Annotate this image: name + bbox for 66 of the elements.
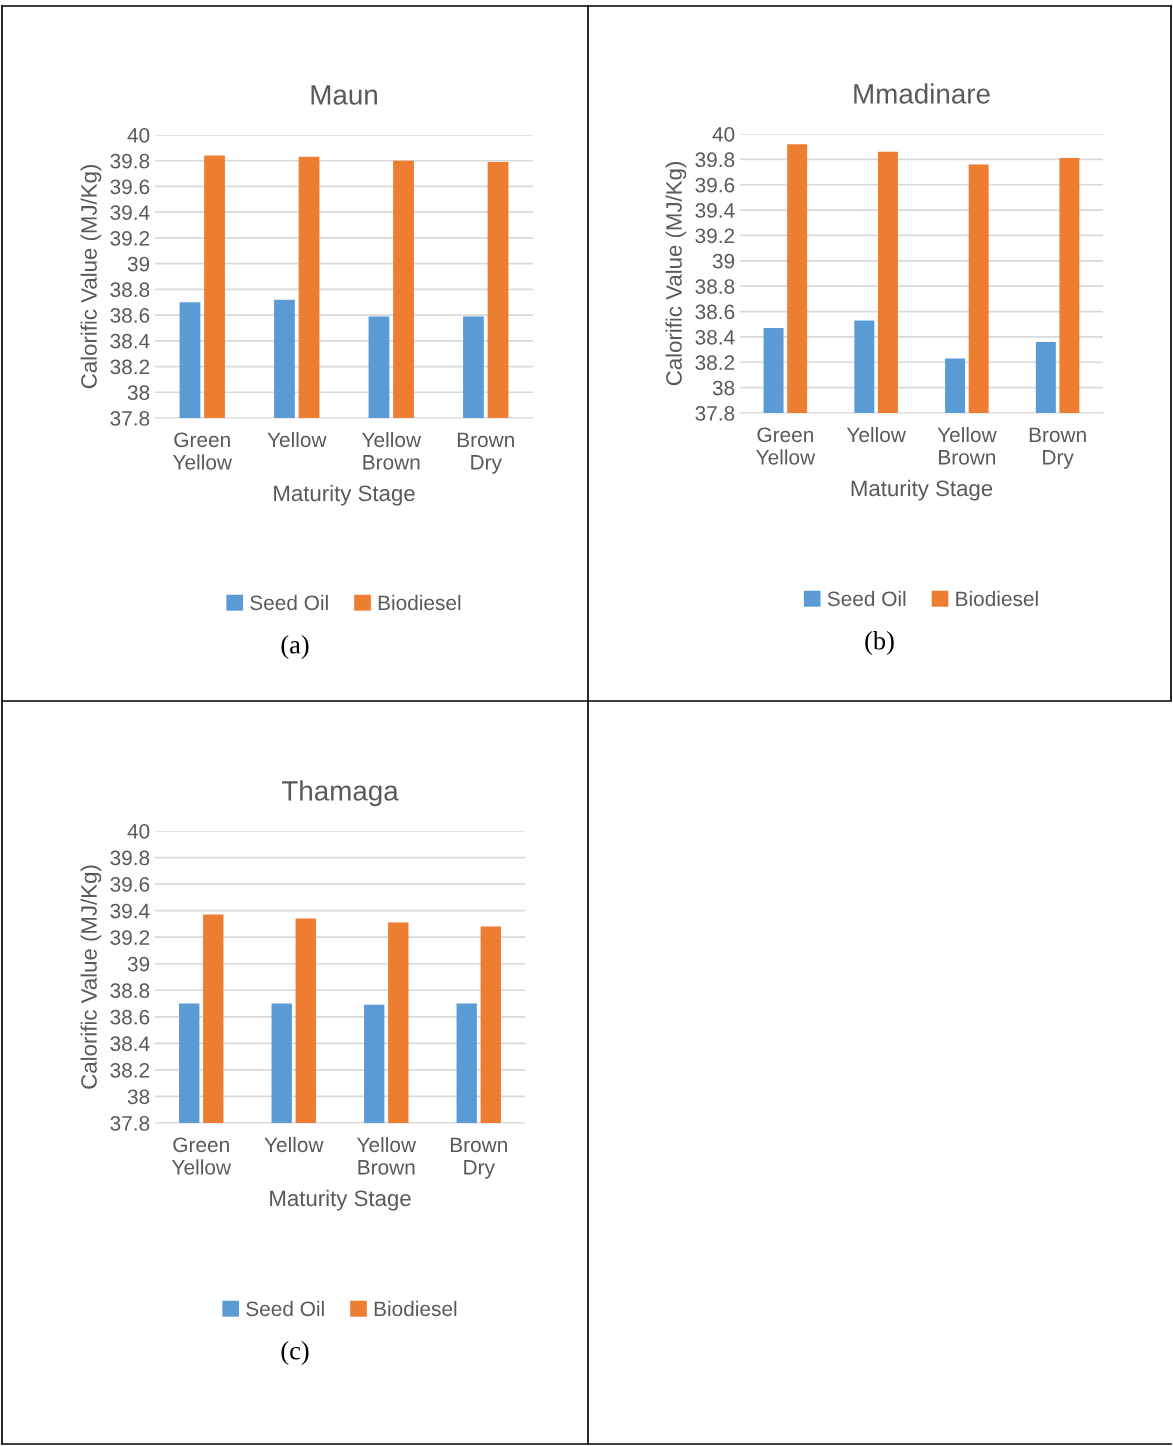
y-tick-label: 37.8 xyxy=(110,1116,150,1131)
x-tick-label: Yellow Brown xyxy=(937,426,997,465)
x-tick-label: Yellow xyxy=(264,1136,324,1153)
y-tick-label: 37.8 xyxy=(695,406,735,421)
chart-title: Maun xyxy=(311,85,377,105)
y-tick-label: 39.6 xyxy=(110,877,150,892)
legend-label: Biodiesel xyxy=(378,594,461,611)
y-axis-title: Calorific Value (MJ/Kg) xyxy=(80,165,102,389)
y-tick-label: 39.8 xyxy=(110,850,150,866)
x-axis-title: Maturity Stage xyxy=(270,1189,411,1211)
y-tick-label: 39.8 xyxy=(110,153,150,169)
y-tick-label: 39.2 xyxy=(695,228,735,244)
x-tick-label: Brown Dry xyxy=(457,432,514,474)
x-tick-label: Yellow xyxy=(267,431,327,448)
y-tick-label: 39 xyxy=(712,253,735,269)
y-tick-label: 38.4 xyxy=(110,1036,150,1052)
y-tick-label: 38 xyxy=(712,380,735,396)
y-tick-label: 38.8 xyxy=(110,282,150,298)
x-tick-label: Yellow Brown xyxy=(361,431,422,470)
y-tick-label: 38.2 xyxy=(110,1062,150,1078)
y-tick-label: 39.8 xyxy=(695,152,735,168)
y-tick-label: 39.6 xyxy=(695,177,735,193)
x-tick-label: Yellow xyxy=(846,426,906,443)
x-tick-label: Brown Dry xyxy=(450,1137,507,1179)
y-tick-label: 38.6 xyxy=(110,308,150,323)
legend-label: Biodiesel xyxy=(956,590,1038,607)
y-tick-label: 40 xyxy=(127,128,150,143)
y-tick-label: 38.8 xyxy=(110,983,150,999)
x-tick-label: Brown Dry xyxy=(1029,427,1086,469)
x-tick-label: Green Yellow xyxy=(756,427,816,465)
chart-title: Thamaga xyxy=(281,780,399,807)
legend-label: Seed Oil xyxy=(250,594,328,611)
text: (b) xyxy=(865,631,894,655)
x-tick-label: Yellow Brown xyxy=(356,1136,417,1175)
y-tick-label: 40 xyxy=(127,824,150,839)
y-tick-label: 39.2 xyxy=(110,230,150,246)
x-axis-title: Maturity Stage xyxy=(274,484,415,506)
y-tick-label: 38.8 xyxy=(695,279,735,294)
x-tick-label: Green Yellow xyxy=(172,432,233,470)
y-tick-label: 38.2 xyxy=(695,355,735,371)
y-tick-label: 39.4 xyxy=(110,205,150,220)
y-axis-title: Calorific Value (MJ/Kg) xyxy=(665,162,687,386)
y-tick-label: 39.2 xyxy=(110,930,150,945)
y-axis-title: Calorific Value (MJ/Kg) xyxy=(80,865,102,1089)
y-tick-label: 39 xyxy=(127,956,150,972)
x-tick-label: Green Yellow xyxy=(171,1137,232,1175)
y-tick-label: 40 xyxy=(712,127,735,142)
y-tick-label: 38.4 xyxy=(695,329,735,345)
chart-title: Mmadinare xyxy=(854,83,990,104)
y-tick-label: 37.8 xyxy=(110,411,150,426)
legend-label: Seed Oil xyxy=(246,1300,324,1317)
legend-label: Seed Oil xyxy=(827,590,906,607)
y-tick-label: 38.4 xyxy=(110,333,150,349)
y-tick-label: 39.4 xyxy=(695,203,735,218)
y-tick-label: 39 xyxy=(127,256,150,272)
x-axis-title: Maturity Stage xyxy=(851,479,993,501)
y-tick-label: 38 xyxy=(127,385,150,401)
legend-label: Biodiesel xyxy=(374,1300,457,1317)
y-tick-label: 39.6 xyxy=(110,179,150,195)
y-tick-label: 38 xyxy=(127,1089,150,1105)
text: (c) xyxy=(281,1341,309,1365)
text: (a) xyxy=(281,635,309,659)
y-tick-label: 38.6 xyxy=(695,304,735,320)
y-tick-label: 38.2 xyxy=(110,359,150,375)
y-tick-label: 38.6 xyxy=(110,1009,150,1025)
y-tick-label: 39.4 xyxy=(110,903,150,919)
